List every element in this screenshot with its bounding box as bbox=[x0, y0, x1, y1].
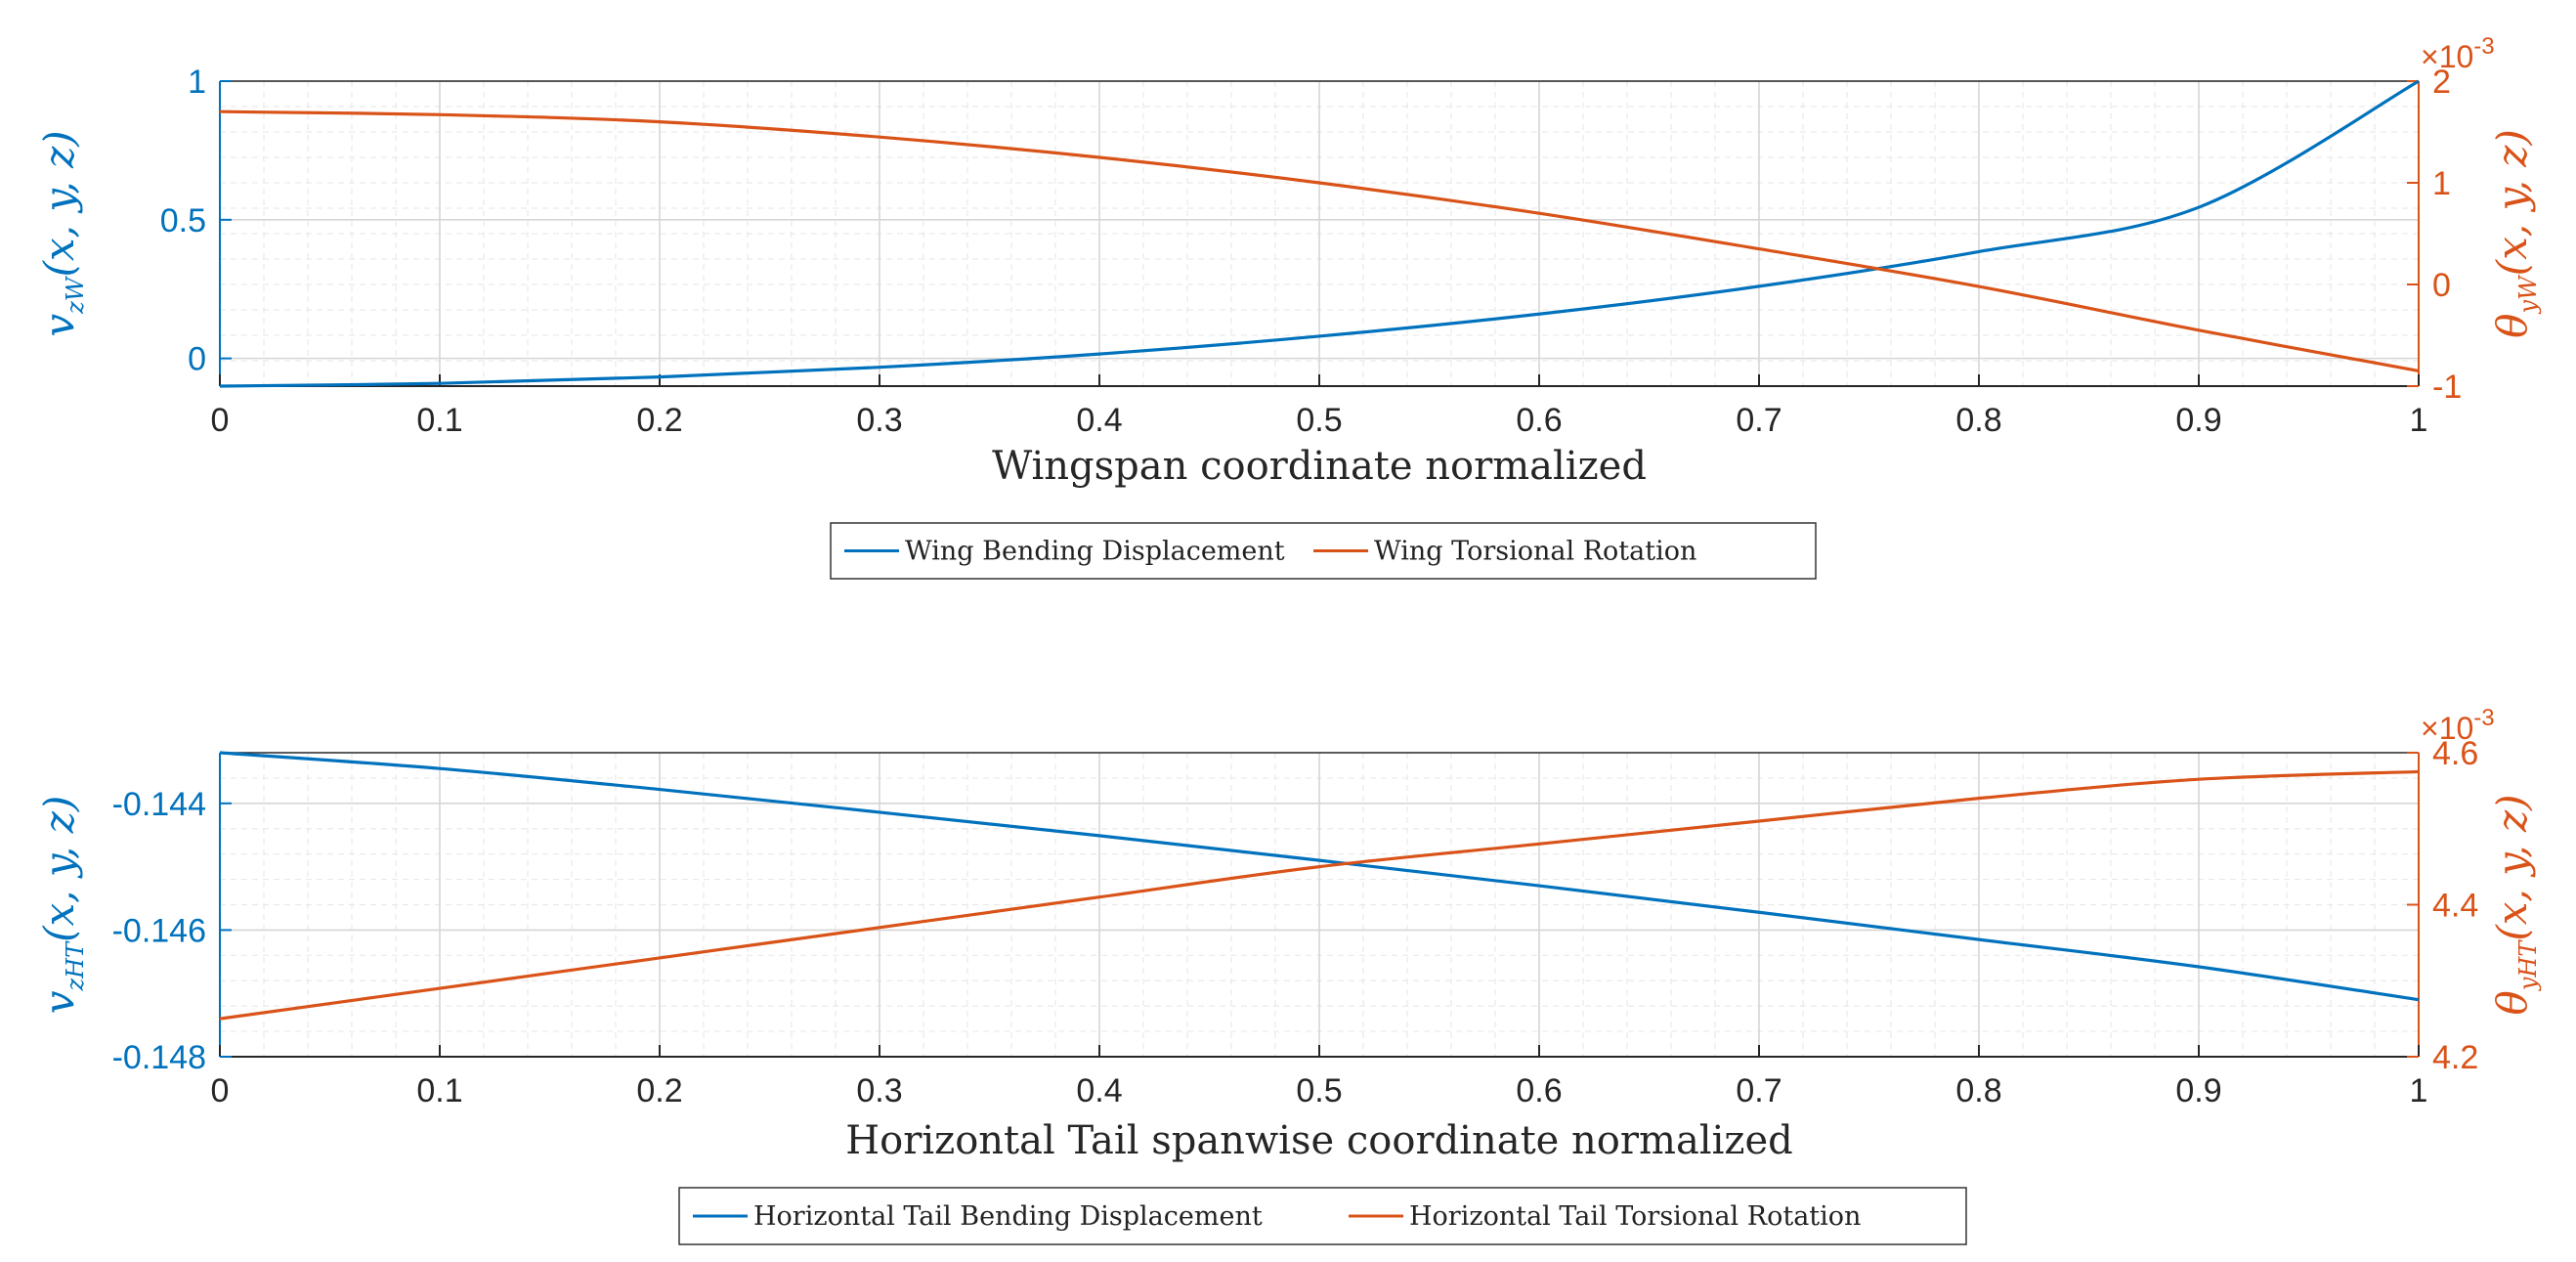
x-tick-label: 0.1 bbox=[416, 402, 462, 439]
x-tick-label: 0.3 bbox=[856, 1072, 902, 1110]
series-line-torsion bbox=[219, 769, 2420, 1021]
right-y-axis-label-symbol: θ bbox=[2488, 990, 2536, 1015]
left-y-tick-label: -0.146 bbox=[112, 912, 206, 949]
left-y-tick-label: 0 bbox=[188, 341, 206, 378]
right-y-axis-label: θyHT(x, y, z) bbox=[2488, 795, 2542, 1016]
x-tick-label: 0.4 bbox=[1076, 1072, 1122, 1110]
left-y-axis-label-subscript: zHT bbox=[62, 940, 89, 992]
left-y-axis-label-symbol: v bbox=[35, 990, 83, 1014]
right-y-tick-label: 1 bbox=[2432, 165, 2451, 202]
right-y-tick-label: 0 bbox=[2432, 267, 2451, 304]
left-y-tick-label: 0.5 bbox=[160, 202, 206, 239]
legend-entry: Horizontal Tail Torsional Rotation bbox=[1409, 1201, 1861, 1232]
legend: Wing Bending Displacement Wing Torsional … bbox=[830, 522, 1817, 580]
x-tick-label: 0.6 bbox=[1516, 402, 1562, 439]
right-y-axis-label-subscript: yHT bbox=[2514, 939, 2542, 991]
x-tick-label: 1 bbox=[2410, 402, 2428, 439]
series-line-bending bbox=[219, 79, 2420, 388]
legend-entry: Horizontal Tail Bending Displacement bbox=[753, 1201, 1263, 1232]
chart-2: 0 0.1 0.2 0.3 0.4 0.5 0.6 0.7 0.8 0.9 1 -0.148 -0.14… bbox=[35, 705, 2542, 1245]
left-y-tick-label: 1 bbox=[188, 64, 206, 101]
chart-1: 0 0.1 0.2 0.3 0.4 0.5 0.6 0.7 0.8 0.9 100.51-1012×… bbox=[35, 33, 2542, 580]
x-tick-label: 0.5 bbox=[1296, 1072, 1342, 1110]
series-line-bending bbox=[219, 751, 2420, 1002]
exponent-base: ×10 bbox=[2421, 39, 2473, 74]
left-y-axis-label-symbol: v bbox=[35, 314, 83, 337]
left-y-axis-label-args: (x, y, z) bbox=[35, 130, 83, 277]
x-tick-label: 0.7 bbox=[1736, 1072, 1782, 1110]
right-y-tick-label: 4.4 bbox=[2432, 888, 2478, 925]
right-y-tick-label: 2 bbox=[2432, 64, 2451, 101]
x-tick-label: 0.6 bbox=[1516, 1072, 1562, 1110]
left-y-tick-label: -0.148 bbox=[112, 1039, 206, 1076]
legend-box bbox=[678, 1187, 1967, 1245]
right-y-axis-label-args: (x, y, z) bbox=[2488, 129, 2536, 276]
left-y-axis-label-subscript: zW bbox=[62, 275, 89, 315]
exponent-power: -3 bbox=[2473, 705, 2494, 731]
right-y-axis-label-symbol: θ bbox=[2488, 314, 2536, 338]
x-tick-label: 0.7 bbox=[1736, 402, 1782, 439]
left-y-axis-label: vzHT(x, y, z) bbox=[35, 796, 89, 1014]
left-y-tick-label: -0.144 bbox=[112, 786, 206, 823]
x-tick-label: 0 bbox=[211, 402, 230, 439]
right-axis-exponent: ×10-3 bbox=[2421, 33, 2495, 74]
right-y-tick-label: 4.2 bbox=[2432, 1039, 2478, 1076]
x-tick-label: 0.4 bbox=[1076, 402, 1122, 439]
x-axis-label: Horizontal Tail spanwise coordinate norm… bbox=[845, 1118, 1792, 1163]
right-axis-exponent: ×10-3 bbox=[2421, 705, 2495, 746]
x-tick-label: 0.1 bbox=[416, 1072, 462, 1110]
left-y-axis-label: vzW(x, y, z) bbox=[35, 130, 89, 336]
series-line-torsion bbox=[219, 109, 2420, 372]
x-axis-label: Wingspan coordinate normalized bbox=[992, 444, 1647, 489]
exponent-base: ×10 bbox=[2421, 711, 2473, 746]
x-tick-label: 0.3 bbox=[856, 402, 902, 439]
x-tick-label: 1 bbox=[2410, 1072, 2428, 1110]
x-tick-label: 0.2 bbox=[636, 1072, 682, 1110]
x-tick-label: 0.5 bbox=[1296, 402, 1342, 439]
right-y-tick-label: 4.6 bbox=[2432, 735, 2478, 772]
x-tick-label: 0.9 bbox=[2175, 1072, 2221, 1110]
exponent-power: -3 bbox=[2473, 33, 2494, 60]
legend-entry: Wing Torsional Rotation bbox=[1374, 537, 1696, 567]
legend: Horizontal Tail Bending Displacement Hori… bbox=[678, 1187, 1967, 1245]
x-tick-label: 0.8 bbox=[1955, 1072, 2001, 1110]
x-tick-label: 0.2 bbox=[636, 402, 682, 439]
right-y-axis-label-subscript: yW bbox=[2514, 274, 2542, 315]
right-y-tick-label: -1 bbox=[2432, 369, 2462, 406]
x-tick-label: 0.8 bbox=[1955, 402, 2001, 439]
x-tick-label: 0 bbox=[211, 1072, 230, 1110]
left-y-axis-label-args: (x, y, z) bbox=[35, 796, 83, 942]
right-y-axis-label: θyW(x, y, z) bbox=[2488, 129, 2542, 338]
right-y-axis-label-args: (x, y, z) bbox=[2488, 795, 2536, 941]
x-tick-label: 0.9 bbox=[2175, 402, 2221, 439]
legend-entry: Wing Bending Displacement bbox=[905, 537, 1285, 567]
